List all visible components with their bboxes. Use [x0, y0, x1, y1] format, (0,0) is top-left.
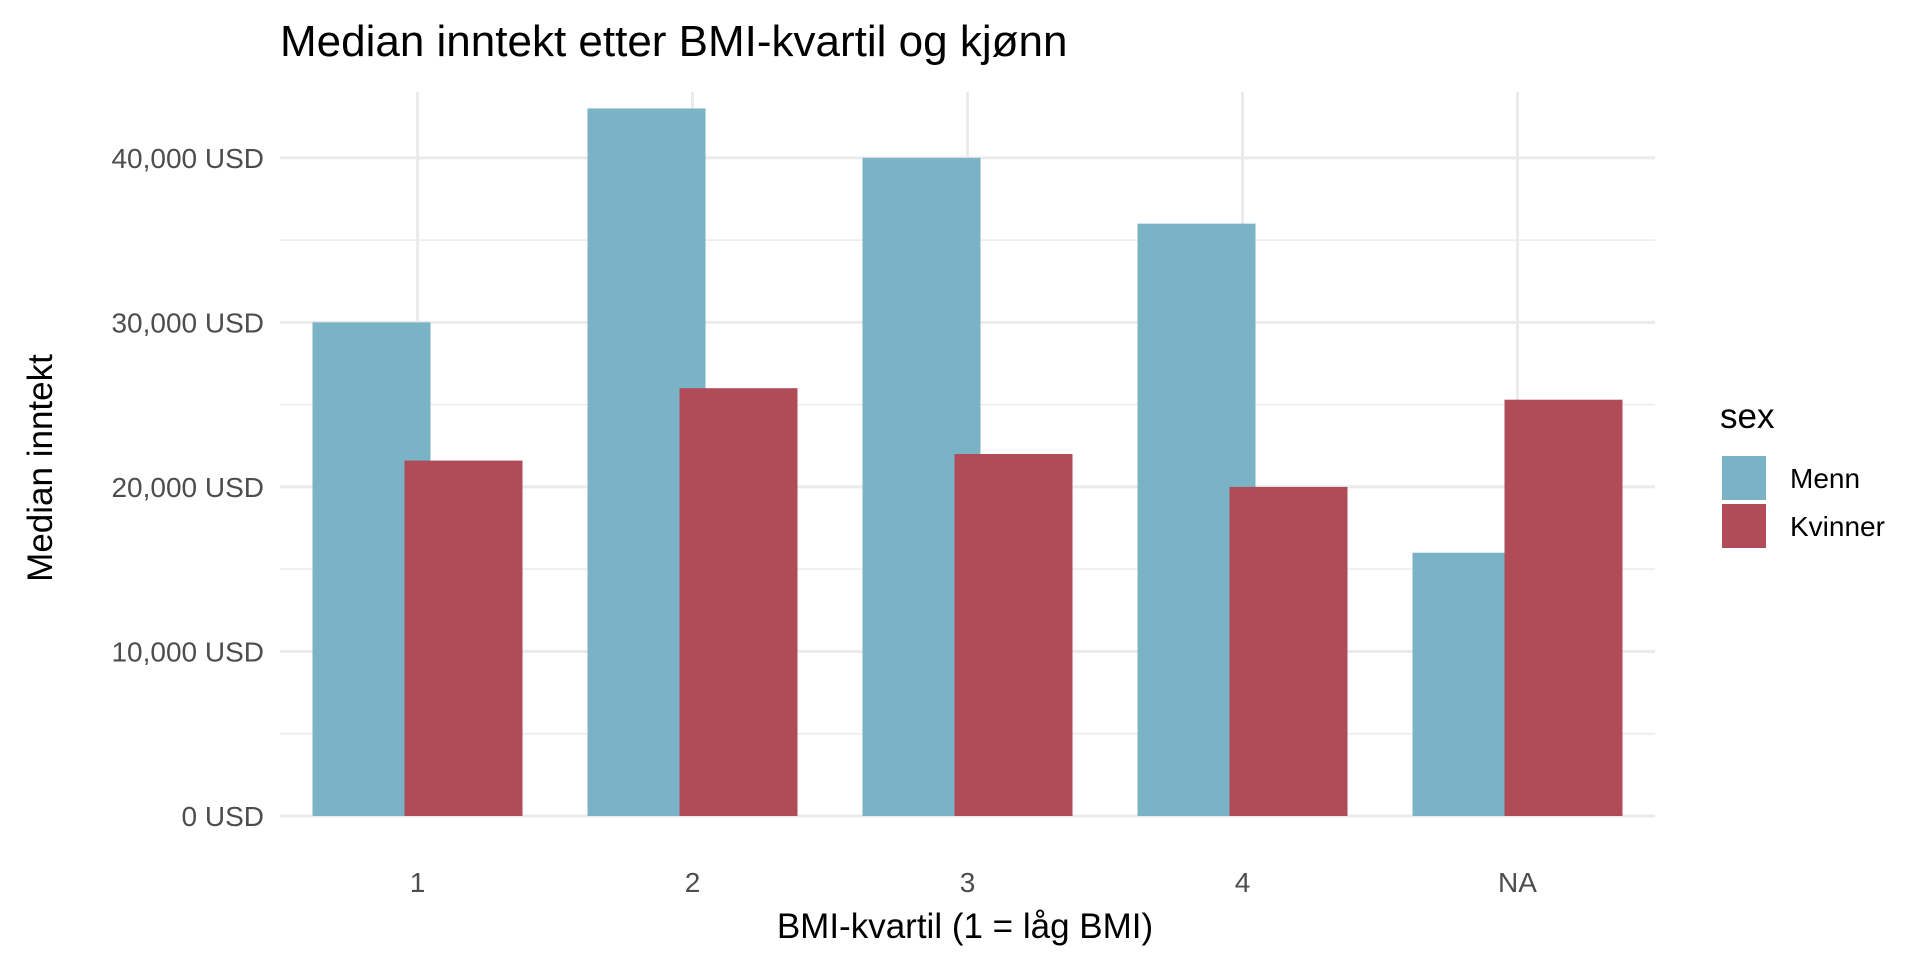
x-tick-labels: 1 2 3 4 NA — [410, 867, 1538, 898]
y-tick-label: 40,000 USD — [111, 143, 264, 174]
legend-swatch-kvinner — [1722, 504, 1766, 548]
bar-kvinner-na — [1504, 399, 1623, 816]
legend-swatch-menn — [1722, 456, 1766, 500]
bar-kvinner-2 — [679, 388, 798, 816]
y-tick-label: 0 USD — [182, 801, 264, 832]
bar-kvinner-1 — [404, 460, 523, 816]
y-tick-label: 10,000 USD — [111, 636, 264, 667]
y-tick-labels: 0 USD 10,000 USD 20,000 USD 30,000 USD 40,00… — [111, 143, 264, 832]
bar-kvinner-4 — [1229, 486, 1348, 816]
legend-title: sex — [1720, 397, 1775, 436]
legend-label-kvinner: Kvinner — [1790, 511, 1885, 542]
y-tick-label: 20,000 USD — [111, 472, 264, 503]
x-tick-label: NA — [1498, 867, 1537, 898]
x-tick-label: 4 — [1235, 867, 1251, 898]
y-tick-label: 30,000 USD — [111, 307, 264, 338]
bar-kvinner-3 — [954, 454, 1073, 816]
chart-title: Median inntekt etter BMI-kvartil og kjøn… — [280, 17, 1067, 66]
x-tick-label: 1 — [410, 867, 426, 898]
y-axis-title: Median inntekt — [21, 354, 60, 582]
x-tick-label: 2 — [685, 867, 701, 898]
x-tick-label: 3 — [960, 867, 976, 898]
legend: sex Menn Kvinner — [1720, 397, 1885, 548]
x-axis-title: BMI-kvartil (1 = låg BMI) — [777, 907, 1153, 946]
bars — [312, 108, 1623, 817]
legend-label-menn: Menn — [1790, 463, 1860, 494]
